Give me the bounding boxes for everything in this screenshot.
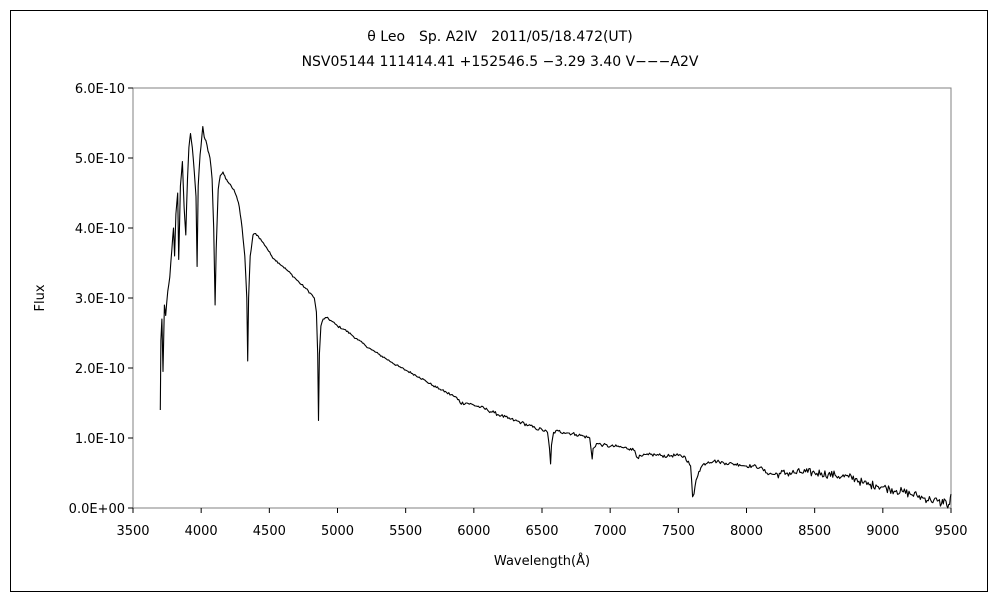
x-tick-label: 5000 (321, 524, 354, 539)
y-axis-label: Flux (33, 284, 48, 311)
x-tick-label: 6500 (525, 524, 558, 539)
y-tick-label: 6.0E-10 (75, 82, 125, 97)
x-axis-label: Wavelength(Å) (494, 553, 590, 569)
x-tick-label: 5500 (389, 524, 422, 539)
y-tick-label: 5.0E-10 (75, 152, 125, 167)
x-tick-label: 9000 (866, 524, 899, 539)
plot-area (132, 87, 952, 509)
x-tick-label: 4500 (253, 524, 286, 539)
x-tick-label: 7500 (662, 524, 695, 539)
x-tick-label: 9500 (934, 524, 967, 539)
x-axis-ticks: 3500 4000 4500 5000 5500 6000 6500 7000 7500 8000… (116, 508, 968, 539)
y-tick-label: 0.0E+00 (69, 502, 125, 517)
y-axis-ticks: 0.0E+00 1.0E-10 2.0E-10 3.0E-10 4.0E-10 5.0E-… (69, 82, 133, 517)
y-tick-label: 2.0E-10 (75, 362, 125, 377)
x-tick-label: 6000 (457, 524, 490, 539)
y-tick-label: 4.0E-10 (75, 222, 125, 237)
y-tick-label: 3.0E-10 (75, 292, 125, 307)
x-tick-label: 3500 (116, 524, 149, 539)
chart-title-line2: NSV05144 111414.41 +152546.5 −3.29 3.40 … (302, 54, 699, 70)
x-tick-label: 8000 (730, 524, 763, 539)
x-tick-label: 7000 (594, 524, 627, 539)
x-tick-label: 8500 (798, 524, 831, 539)
x-tick-label: 4000 (185, 524, 218, 539)
spectrum-line (159, 125, 952, 509)
y-tick-label: 1.0E-10 (75, 432, 125, 447)
chart-title-line1: θ Leo Sp. A2Ⅳ 2011/05/18.472(UT) (367, 29, 632, 45)
